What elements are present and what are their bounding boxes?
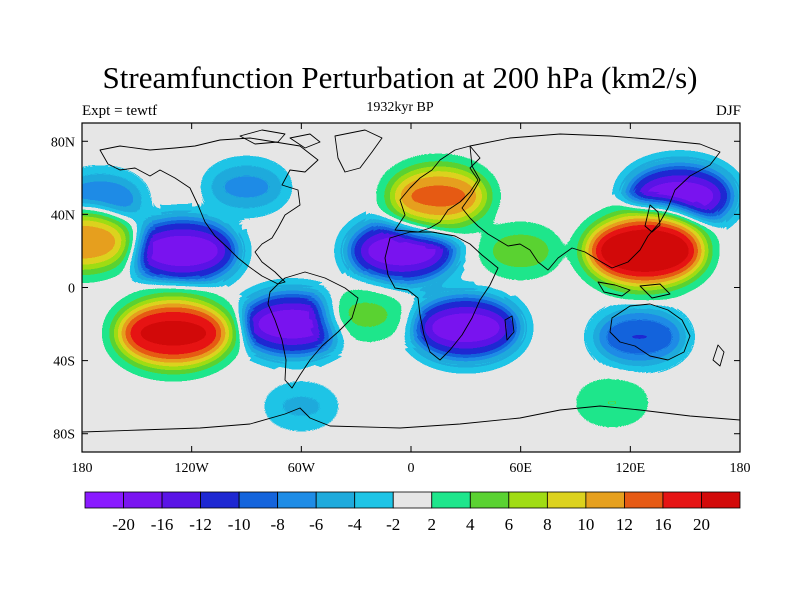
colorbar-label: 2 — [428, 515, 437, 534]
coast-indonesia — [597, 281, 671, 299]
coast-australia — [609, 303, 691, 361]
axis-ticks: 80N 40N 0 40S 80S 180 120W 60W 0 60E 120E 180 — [51, 123, 751, 476]
x-tick-label: 120W — [175, 461, 210, 476]
chart-title: Streamfunction Perturbation at 200 hPa (… — [102, 60, 698, 95]
colorbar-swatch — [392, 491, 433, 509]
coast-madagascar — [504, 315, 515, 341]
x-tick-label: 60W — [288, 461, 316, 476]
field-feature — [578, 383, 646, 422]
field-feature — [594, 311, 685, 363]
colorbar-swatch — [508, 491, 548, 509]
field-feature — [238, 293, 347, 355]
field-feature — [266, 386, 337, 427]
field-feature — [82, 175, 143, 224]
experiment-label: Expt = tewtf — [82, 103, 158, 119]
coast-new-zealand — [712, 344, 725, 367]
colorbar: -20 -16 -12 -10 -8 -6 -4 -2 2 4 6 8 10 12 16 20 — [84, 491, 741, 534]
y-tick-label: 40S — [53, 355, 75, 370]
colorbar-label: 8 — [543, 515, 552, 534]
colorbar-swatch — [161, 491, 201, 509]
colorbar-swatch — [84, 491, 124, 509]
field-feature — [584, 216, 705, 285]
coast-north-america — [99, 137, 319, 285]
field-feature — [330, 294, 401, 336]
colorbar-swatch — [585, 491, 625, 509]
colorbar-swatch — [624, 491, 664, 509]
field-feature — [483, 230, 558, 272]
x-tick-label: 180 — [72, 461, 93, 476]
colorbar-swatch — [315, 491, 356, 509]
field-feature — [206, 164, 287, 210]
coast-greenland — [334, 129, 383, 173]
coast-antarctica — [82, 405, 740, 433]
field-feature — [116, 300, 231, 366]
colorbar-swatch — [469, 491, 510, 509]
season-label: DJF — [715, 103, 741, 119]
coast-south-america — [267, 271, 359, 389]
colorbar-swatch — [238, 491, 279, 509]
colorbar-label: 10 — [577, 515, 594, 534]
field-feature — [126, 219, 239, 283]
colorbar-swatch — [431, 491, 471, 509]
y-tick-label: 0 — [68, 282, 75, 297]
coast-europe — [394, 145, 481, 233]
field-feature — [82, 214, 131, 270]
colorbar-label: -8 — [271, 515, 285, 534]
colorbar-swatch — [277, 491, 317, 509]
colorbar-swatch — [546, 491, 587, 509]
colorbar-label: 4 — [466, 515, 475, 534]
coastlines — [82, 129, 740, 433]
colorbar-label: 6 — [505, 515, 514, 534]
coast-japan — [644, 204, 661, 233]
colorbar-swatch — [354, 491, 394, 509]
x-tick-label: 0 — [408, 461, 415, 476]
colorbar-label: 20 — [693, 515, 710, 534]
colorbar-label: -10 — [228, 515, 251, 534]
x-tick-label: 60E — [509, 461, 532, 476]
colorbar-label: 12 — [616, 515, 633, 534]
colorbar-label: -2 — [386, 515, 400, 534]
colorbar-swatch — [662, 491, 702, 509]
field-feature — [625, 165, 734, 227]
x-tick-label: 120E — [616, 461, 646, 476]
colorbar-swatch — [200, 491, 240, 509]
coast-arctic-islands — [239, 129, 321, 149]
colorbar-label: -16 — [151, 515, 174, 534]
field-feature — [347, 220, 457, 282]
colorbar-swatch — [123, 491, 163, 509]
coast-africa — [384, 231, 499, 361]
y-tick-label: 80N — [51, 135, 75, 150]
coast-asia — [461, 133, 721, 271]
y-tick-label: 80S — [53, 428, 75, 443]
colorbar-label: -12 — [189, 515, 212, 534]
colorbar-label: -6 — [309, 515, 323, 534]
colorbar-label: -4 — [348, 515, 363, 534]
y-tick-label: 40N — [51, 208, 75, 223]
colorbar-swatch — [701, 491, 741, 509]
colorbar-label: 16 — [654, 515, 671, 534]
colorbar-label: -20 — [112, 515, 135, 534]
x-tick-label: 180 — [730, 461, 751, 476]
period-label: 1932kyr BP — [366, 100, 434, 115]
